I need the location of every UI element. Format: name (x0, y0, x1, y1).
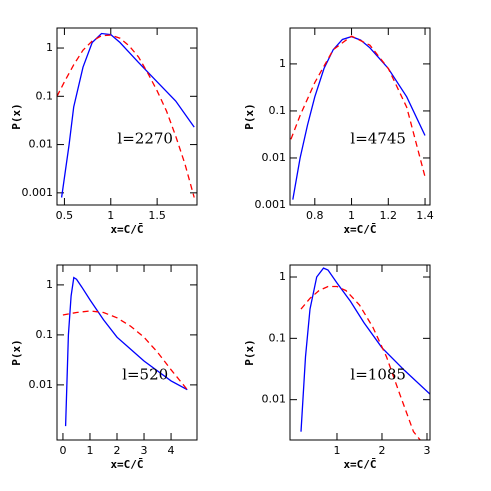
x-tick-label: 1 (333, 444, 340, 457)
x-tick-label: 1 (348, 209, 355, 222)
y-tick-label: 0.1 (36, 89, 54, 102)
plot-frame (56, 27, 198, 206)
curve (300, 285, 421, 440)
y-tick-label: 0.1 (36, 328, 54, 341)
x-tick-label: 1.5 (148, 209, 166, 222)
x-tick-label: 2 (378, 444, 385, 457)
x-axis-label: x=C/C̄ (110, 223, 143, 236)
curve (64, 276, 188, 427)
curve (292, 35, 426, 200)
curve (62, 310, 188, 391)
curve (290, 35, 426, 177)
y-tick-label: 0.01 (262, 393, 287, 406)
annotation: l=4745 (350, 130, 406, 148)
y-tick-label: 0.001 (22, 186, 54, 199)
x-axis-label: x=C/C̄ (343, 223, 376, 236)
panel: 0.01 0.1 1 1 2 3 x=C/C̄ P(x) l=1085 (243, 264, 431, 471)
y-tick-label: 1 (46, 278, 53, 291)
y-axis-label: P(x) (10, 103, 23, 130)
plot-frame (289, 264, 431, 441)
y-tick-label: 0.01 (29, 378, 54, 391)
y-tick-label: 0.1 (269, 331, 287, 344)
plot-frame (56, 264, 198, 441)
panel: 0.01 0.1 1 0 1 2 3 4 x=C/C̄ P(x) l=520 (10, 264, 198, 471)
curve (60, 32, 195, 198)
x-tick-label: 2 (114, 444, 121, 457)
x-tick-label: 1 (86, 444, 93, 457)
annotation: l=520 (122, 365, 168, 383)
x-tick-label: 1.2 (380, 209, 398, 222)
curve (300, 267, 430, 432)
x-tick-label: 1.4 (416, 209, 434, 222)
x-tick-label: 1 (107, 209, 114, 222)
panel: 0.001 0.01 0.1 1 0.8 1 1.2 1.4 x=C/C̄ P(x) l=4745 (243, 27, 434, 236)
annotation: l=2270 (117, 130, 173, 148)
annotation: l=1085 (350, 365, 406, 383)
x-axis-label: x=C/C̄ (110, 458, 143, 471)
y-tick-label: 0.1 (269, 104, 287, 117)
x-tick-label: 0 (59, 444, 66, 457)
x-axis-label: x=C/C̄ (343, 458, 376, 471)
y-axis-label: P(x) (243, 339, 256, 366)
y-tick-label: 1 (279, 270, 286, 283)
panel: 0.001 0.01 0.1 1 0.5 1 1.5 x=C/C̄ P(x) l=2270 (10, 27, 198, 236)
curve (57, 34, 195, 198)
x-tick-label: 0.8 (306, 209, 324, 222)
x-tick-label: 4 (168, 444, 175, 457)
y-tick-label: 1 (46, 41, 53, 54)
x-tick-label: 3 (141, 444, 148, 457)
y-tick-label: 0.01 (262, 151, 287, 164)
plot-frame (289, 27, 431, 206)
y-tick-label: 1 (279, 57, 286, 70)
y-axis-label: P(x) (10, 339, 23, 366)
x-tick-label: 3 (423, 444, 430, 457)
y-axis-label: P(x) (243, 103, 256, 130)
y-tick-label: 0.001 (255, 198, 287, 211)
x-tick-label: 0.5 (56, 209, 74, 222)
y-tick-label: 0.01 (29, 138, 54, 151)
